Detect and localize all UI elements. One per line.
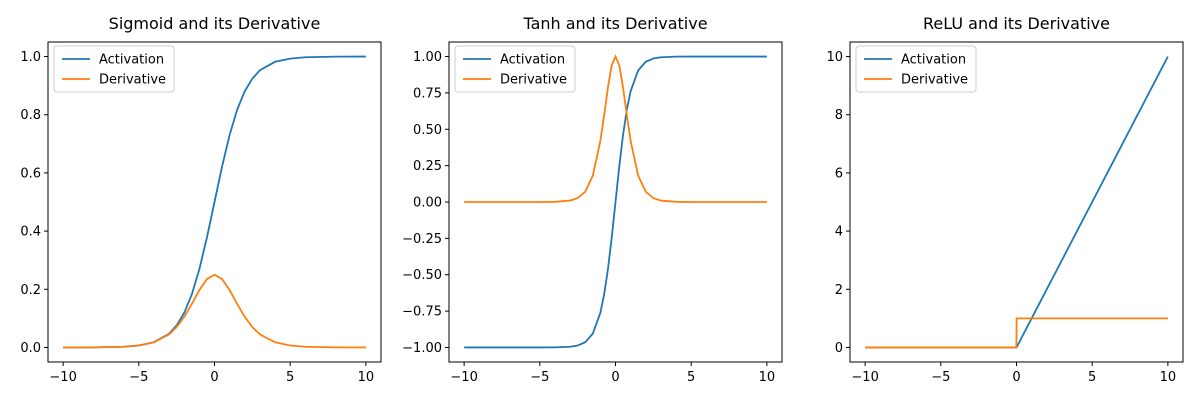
y-tick-label: 0.2 [20,283,41,298]
y-tick-label: 0.0 [20,341,41,356]
x-tick-label: −5 [530,370,549,385]
series-line-derivative [464,54,767,203]
legend-label-activation: Activation [500,53,565,68]
legend-box [855,45,977,93]
chart-panel-tanh: Tanh and its Derivative −10 −5 0 5 10 −1.00 −0.… [402,14,783,385]
y-tick-label: −0.50 [402,268,442,283]
chart-panel-relu: ReLU and its Derivative −10 −5 0 5 10 0 2 4 6 8 10 A… [826,14,1184,385]
series-line-derivative [865,317,1168,349]
y-tick-label: 0.50 [413,123,442,138]
y-tick-label: −1.00 [402,341,442,356]
legend-box [454,45,576,93]
x-tick-label: −10 [450,370,477,385]
series-line-derivative [63,273,366,349]
y-tick-label: 4 [835,225,843,240]
y-tick-label: 0.6 [20,166,41,181]
legend: Activation Derivative [53,45,175,93]
y-tick-label: 0 [835,341,843,356]
legend-label-activation: Activation [901,53,966,68]
y-tick-label: 0.00 [413,196,442,211]
x-tick-label: 10 [759,370,776,385]
legend-label-activation: Activation [99,53,164,68]
y-tick-label: 10 [826,50,843,65]
y-tick-label: 0.75 [413,86,442,101]
chart-title: Tanh and its Derivative [522,14,707,33]
y-tick-label: −0.75 [402,305,442,320]
x-tick-label: 10 [1160,370,1177,385]
x-tick-label: −10 [851,370,878,385]
x-tick-label: 5 [687,370,695,385]
x-tick-label: 5 [1088,370,1096,385]
y-tick-label: 0.25 [413,159,442,174]
y-tick-label: 2 [835,283,843,298]
legend-label-derivative: Derivative [500,73,567,88]
x-tick-label: 0 [210,370,218,385]
legend-label-derivative: Derivative [901,73,968,88]
x-tick-label: −5 [129,370,148,385]
y-tick-label: 0.8 [20,108,41,123]
y-tick-label: 1.0 [20,50,41,65]
x-tick-label: −5 [931,370,950,385]
x-tick-label: 0 [611,370,619,385]
y-tick-label: 6 [835,166,843,181]
legend: Activation Derivative [454,45,576,93]
y-tick-label: 0.4 [20,225,41,240]
legend: Activation Derivative [855,45,977,93]
chart-panel-sigmoid: Sigmoid and its Derivative −10 −5 0 5 10 0.0 0.… [20,14,382,385]
y-tick-label: −0.25 [402,232,442,247]
y-tick-label: 8 [835,108,843,123]
x-tick-label: 10 [358,370,375,385]
y-tick-label: 1.00 [413,50,442,65]
chart-title: Sigmoid and its Derivative [109,14,321,33]
chart-title: ReLU and its Derivative [923,14,1110,33]
x-tick-label: 0 [1012,370,1020,385]
series-line-activation [865,56,1169,349]
series-line-activation [63,55,366,349]
x-tick-label: −10 [49,370,76,385]
series-line-activation [464,55,767,349]
x-tick-label: 5 [286,370,294,385]
legend-label-derivative: Derivative [99,73,166,88]
legend-box [53,45,175,93]
